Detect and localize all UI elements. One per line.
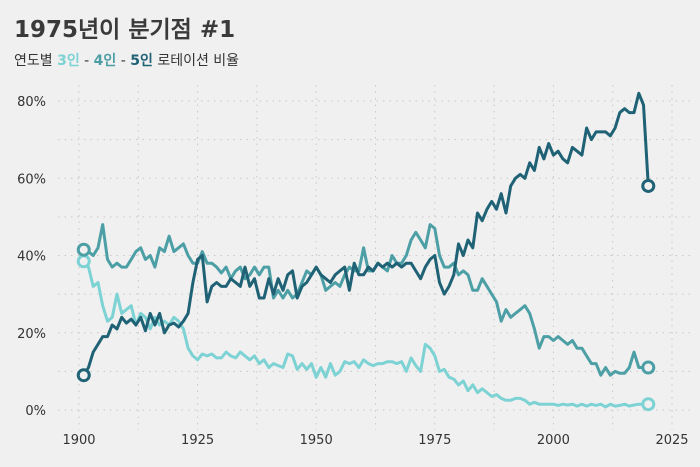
series-line-4p (82, 223, 650, 377)
x-tick-label: 2000 (537, 433, 570, 448)
x-tick-label: 1925 (181, 433, 214, 448)
subtitle-suffix: 로테이션 비율 (152, 53, 240, 69)
y-tick-label: 60% (17, 172, 46, 187)
subtitle-prefix: 연도별 (14, 53, 58, 69)
series-start-marker-4p (76, 242, 91, 257)
y-tick-label: 40% (17, 250, 46, 265)
axis-ticks: 0% 20% 40% 60% 80% 1900 1925 1950 1975 2000 2025 (17, 95, 688, 448)
x-tick-label: 1975 (418, 433, 451, 448)
y-tick-label: 20% (17, 327, 46, 342)
y-tick-label: 0% (25, 404, 46, 419)
subtitle-5-person: 5인 (130, 53, 153, 69)
series-end-marker-3p (641, 397, 656, 412)
x-tick-label: 1900 (62, 433, 95, 448)
subtitle-4-person: 4인 (93, 53, 117, 69)
series-end-marker-4p (641, 360, 656, 375)
x-tick-label: 1950 (300, 433, 333, 448)
series-lines (82, 91, 650, 409)
chart-title: 1975년이 분기점 #1 (14, 17, 236, 43)
series-line-5p (82, 91, 650, 377)
series-line-3p (82, 259, 650, 409)
grid (58, 85, 690, 430)
chart-subtitle: 연도별 3인 - 4인 - 5인 로테이션 비율 (14, 50, 239, 70)
series-start-marker-3p (76, 254, 91, 269)
series-end-marker-5p (641, 178, 656, 193)
y-tick-label: 80% (17, 95, 46, 110)
x-tick-label: 2025 (655, 433, 688, 448)
series-start-marker-5p (76, 368, 91, 383)
subtitle-dash-1: - (79, 53, 94, 69)
subtitle-dash-2: - (116, 53, 131, 69)
subtitle-3-person: 3인 (57, 53, 80, 69)
series-markers (76, 178, 656, 412)
